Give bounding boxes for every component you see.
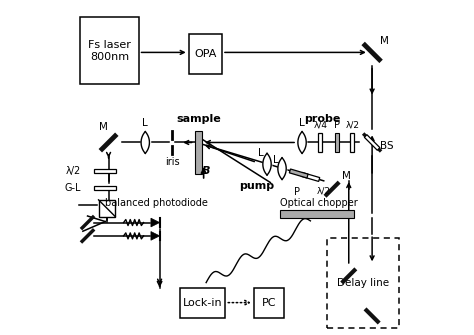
- Bar: [289, 169, 308, 178]
- Text: BS: BS: [381, 141, 394, 151]
- Bar: [319, 133, 322, 152]
- Text: λ/4: λ/4: [313, 121, 328, 130]
- Text: Lock-in: Lock-in: [183, 297, 223, 308]
- Text: G-L: G-L: [65, 183, 81, 193]
- Text: L: L: [258, 147, 264, 157]
- Bar: [280, 210, 354, 217]
- Polygon shape: [151, 218, 160, 227]
- Polygon shape: [151, 231, 160, 240]
- Text: M: M: [99, 122, 108, 132]
- Text: Fs laser
800nm: Fs laser 800nm: [88, 40, 131, 62]
- Bar: [80, 17, 138, 84]
- Text: λ/2: λ/2: [317, 187, 331, 196]
- Text: Delay line: Delay line: [337, 278, 389, 287]
- Bar: [195, 131, 202, 174]
- Bar: [335, 133, 339, 152]
- Text: P: P: [334, 120, 340, 130]
- Text: L: L: [273, 155, 279, 165]
- Text: OPA: OPA: [194, 49, 217, 59]
- Bar: [94, 169, 116, 173]
- Text: PC: PC: [262, 297, 276, 308]
- Text: L: L: [142, 119, 148, 128]
- Bar: [350, 133, 354, 152]
- Text: λ/2: λ/2: [346, 121, 360, 130]
- Bar: [365, 135, 380, 150]
- Text: balanced photodiode: balanced photodiode: [106, 198, 209, 208]
- Bar: [189, 34, 222, 74]
- Text: P: P: [294, 187, 300, 197]
- Bar: [301, 173, 320, 182]
- Bar: [254, 288, 284, 318]
- Bar: [99, 200, 115, 216]
- Text: λ/2: λ/2: [66, 166, 81, 176]
- Bar: [94, 186, 116, 190]
- Text: L: L: [299, 119, 305, 128]
- Text: B: B: [201, 166, 210, 176]
- Text: Optical chopper: Optical chopper: [280, 198, 358, 208]
- Text: iris: iris: [164, 157, 179, 168]
- Bar: [327, 238, 399, 328]
- Text: M: M: [342, 171, 351, 181]
- Text: M: M: [381, 36, 389, 46]
- Bar: [180, 288, 225, 318]
- Text: sample: sample: [176, 114, 221, 124]
- Text: probe: probe: [304, 114, 340, 124]
- Text: pump: pump: [239, 181, 274, 191]
